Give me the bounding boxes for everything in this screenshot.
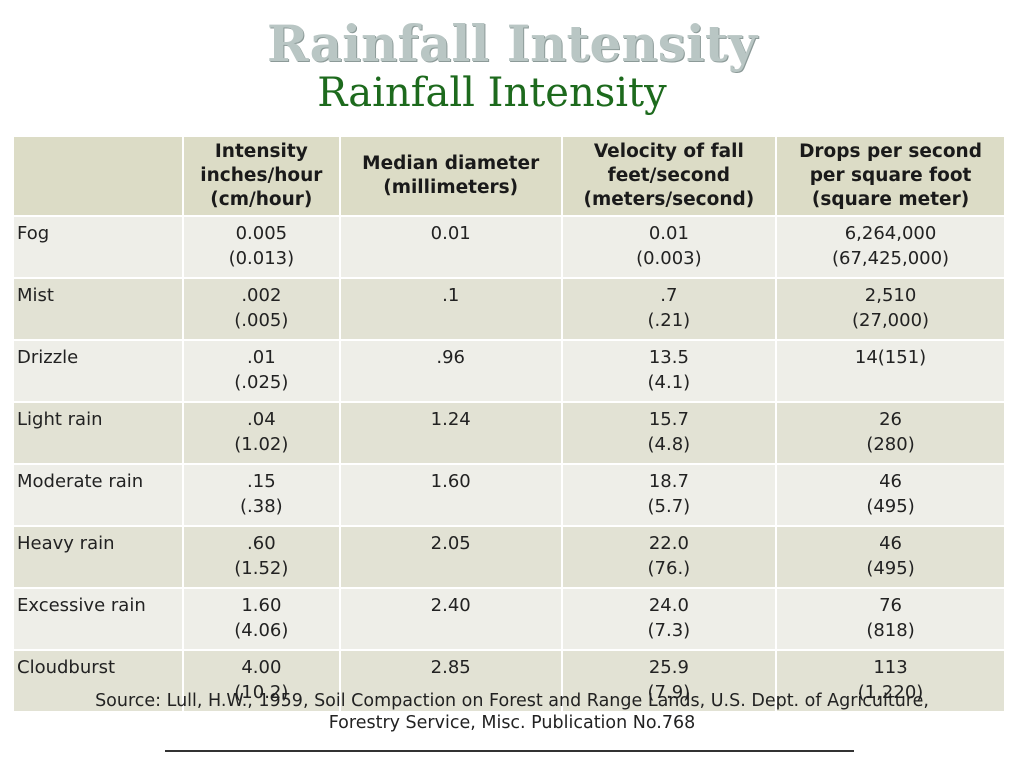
header-intensity: Intensity inches/hour (cm/hour) (184, 137, 339, 215)
cell-velocity: 22.0 (76.) (562, 527, 776, 587)
slide-title-shadow: Rainfall Intensity (266, 14, 758, 73)
cell-diameter: 1.60 (340, 465, 561, 525)
cell-drops: 26 (280) (777, 403, 1004, 463)
table-row: Moderate rain .15 (.38) 1.60 18.7 (5.7) … (14, 465, 1004, 525)
source-line-1: Source: Lull, H.W., 1959, Soil Compactio… (95, 691, 929, 711)
cell-diameter: .1 (340, 279, 561, 339)
cell-diameter: 2.85 (340, 651, 561, 711)
slide-title: Rainfall Intensity (317, 70, 667, 116)
cell-intensity: 0.005 (0.013) (184, 217, 339, 277)
cell-velocity: 18.7 (5.7) (562, 465, 776, 525)
cell-drops: 6,264,000 (67,425,000) (777, 217, 1004, 277)
slide-title-area: Rainfall Intensity Rainfall Intensity (0, 14, 1024, 124)
row-label: Light rain (14, 403, 182, 463)
rainfall-intensity-table: Intensity inches/hour (cm/hour) Median d… (12, 135, 1006, 713)
cell-intensity: 4.00 (10.2) (184, 651, 339, 711)
table-row: Drizzle .01 (.025) .96 13.5 (4.1) 14(151… (14, 341, 1004, 401)
cell-velocity: 15.7 (4.8) (562, 403, 776, 463)
source-line-2: Forestry Service, Misc. Publication No.7… (328, 713, 696, 733)
cell-velocity: 13.5 (4.1) (562, 341, 776, 401)
header-velocity: Velocity of fall feet/second (meters/sec… (562, 137, 776, 215)
table-row: Excessive rain 1.60 (4.06) 2.40 24.0 (7.… (14, 589, 1004, 649)
table-header-row: Intensity inches/hour (cm/hour) Median d… (14, 137, 1004, 215)
cell-intensity: .60 (1.52) (184, 527, 339, 587)
cell-drops: 2,510 (27,000) (777, 279, 1004, 339)
row-label: Fog (14, 217, 182, 277)
row-label: Excessive rain (14, 589, 182, 649)
source-citation: Source: Lull, H.W., 1959, Soil Compactio… (0, 690, 1024, 734)
row-label: Moderate rain (14, 465, 182, 525)
cell-diameter: 0.01 (340, 217, 561, 277)
table-row: Mist .002 (.005) .1 .7 (.21) 2,510 (27,0… (14, 279, 1004, 339)
cell-drops: 14(151) (777, 341, 1004, 401)
cell-velocity: 24.0 (7.3) (562, 589, 776, 649)
row-label: Heavy rain (14, 527, 182, 587)
cell-drops: 46 (495) (777, 465, 1004, 525)
header-median-diameter: Median diameter (millimeters) (340, 137, 561, 215)
header-drops: Drops per second per square foot (square… (777, 137, 1004, 215)
cell-drops: 113 (1,220) (777, 651, 1004, 711)
cell-intensity: 1.60 (4.06) (184, 589, 339, 649)
cell-intensity: .15 (.38) (184, 465, 339, 525)
cell-diameter: 2.05 (340, 527, 561, 587)
table-row: Heavy rain .60 (1.52) 2.05 22.0 (76.) 46… (14, 527, 1004, 587)
cell-intensity: .01 (.025) (184, 341, 339, 401)
row-label: Drizzle (14, 341, 182, 401)
cell-diameter: 2.40 (340, 589, 561, 649)
cell-velocity: .7 (.21) (562, 279, 776, 339)
cell-diameter: 1.24 (340, 403, 561, 463)
table-row: Cloudburst 4.00 (10.2) 2.85 25.9 (7.9) 1… (14, 651, 1004, 711)
row-label: Mist (14, 279, 182, 339)
cell-intensity: .04 (1.02) (184, 403, 339, 463)
cell-drops: 76 (818) (777, 589, 1004, 649)
footer-divider (165, 750, 854, 752)
header-corner (14, 137, 182, 215)
cell-velocity: 25.9 (7.9) (562, 651, 776, 711)
cell-intensity: .002 (.005) (184, 279, 339, 339)
cell-diameter: .96 (340, 341, 561, 401)
table-row: Light rain .04 (1.02) 1.24 15.7 (4.8) 26… (14, 403, 1004, 463)
table-row: Fog 0.005 (0.013) 0.01 0.01 (0.003) 6,26… (14, 217, 1004, 277)
cell-velocity: 0.01 (0.003) (562, 217, 776, 277)
cell-drops: 46 (495) (777, 527, 1004, 587)
row-label: Cloudburst (14, 651, 182, 711)
